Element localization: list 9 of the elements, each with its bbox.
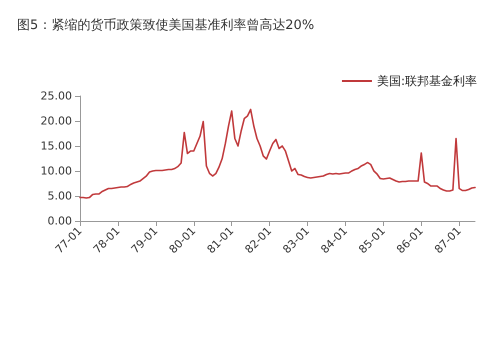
y-tick-label: 10.00 <box>40 164 72 178</box>
line-series <box>79 108 476 199</box>
y-tick-label: 15.00 <box>40 140 72 152</box>
y-tick-label: 5.00 <box>48 190 72 202</box>
y-tick-label: 0.00 <box>48 214 72 228</box>
y-tick-label: 25.00 <box>40 90 72 102</box>
y-tick-label: 20.00 <box>40 114 72 128</box>
chart-title: 图5：紧缩的货币政策致使美国基准利率曾高达20% <box>17 17 314 33</box>
legend-label: 美国:联邦基金利率 <box>376 74 478 88</box>
